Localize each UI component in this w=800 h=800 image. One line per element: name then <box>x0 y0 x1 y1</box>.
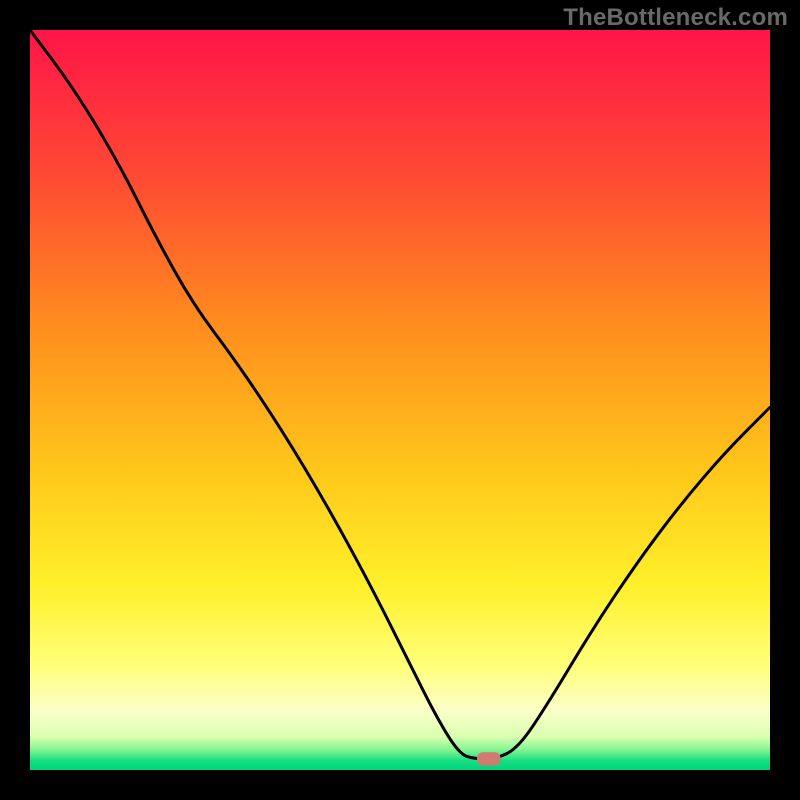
watermark-text: TheBottleneck.com <box>563 4 788 32</box>
optimum-marker <box>477 752 501 765</box>
chart-container: { "watermark": { "text": "TheBottleneck.… <box>0 0 800 800</box>
bottleneck-chart <box>0 0 800 800</box>
plot-background <box>30 30 770 770</box>
